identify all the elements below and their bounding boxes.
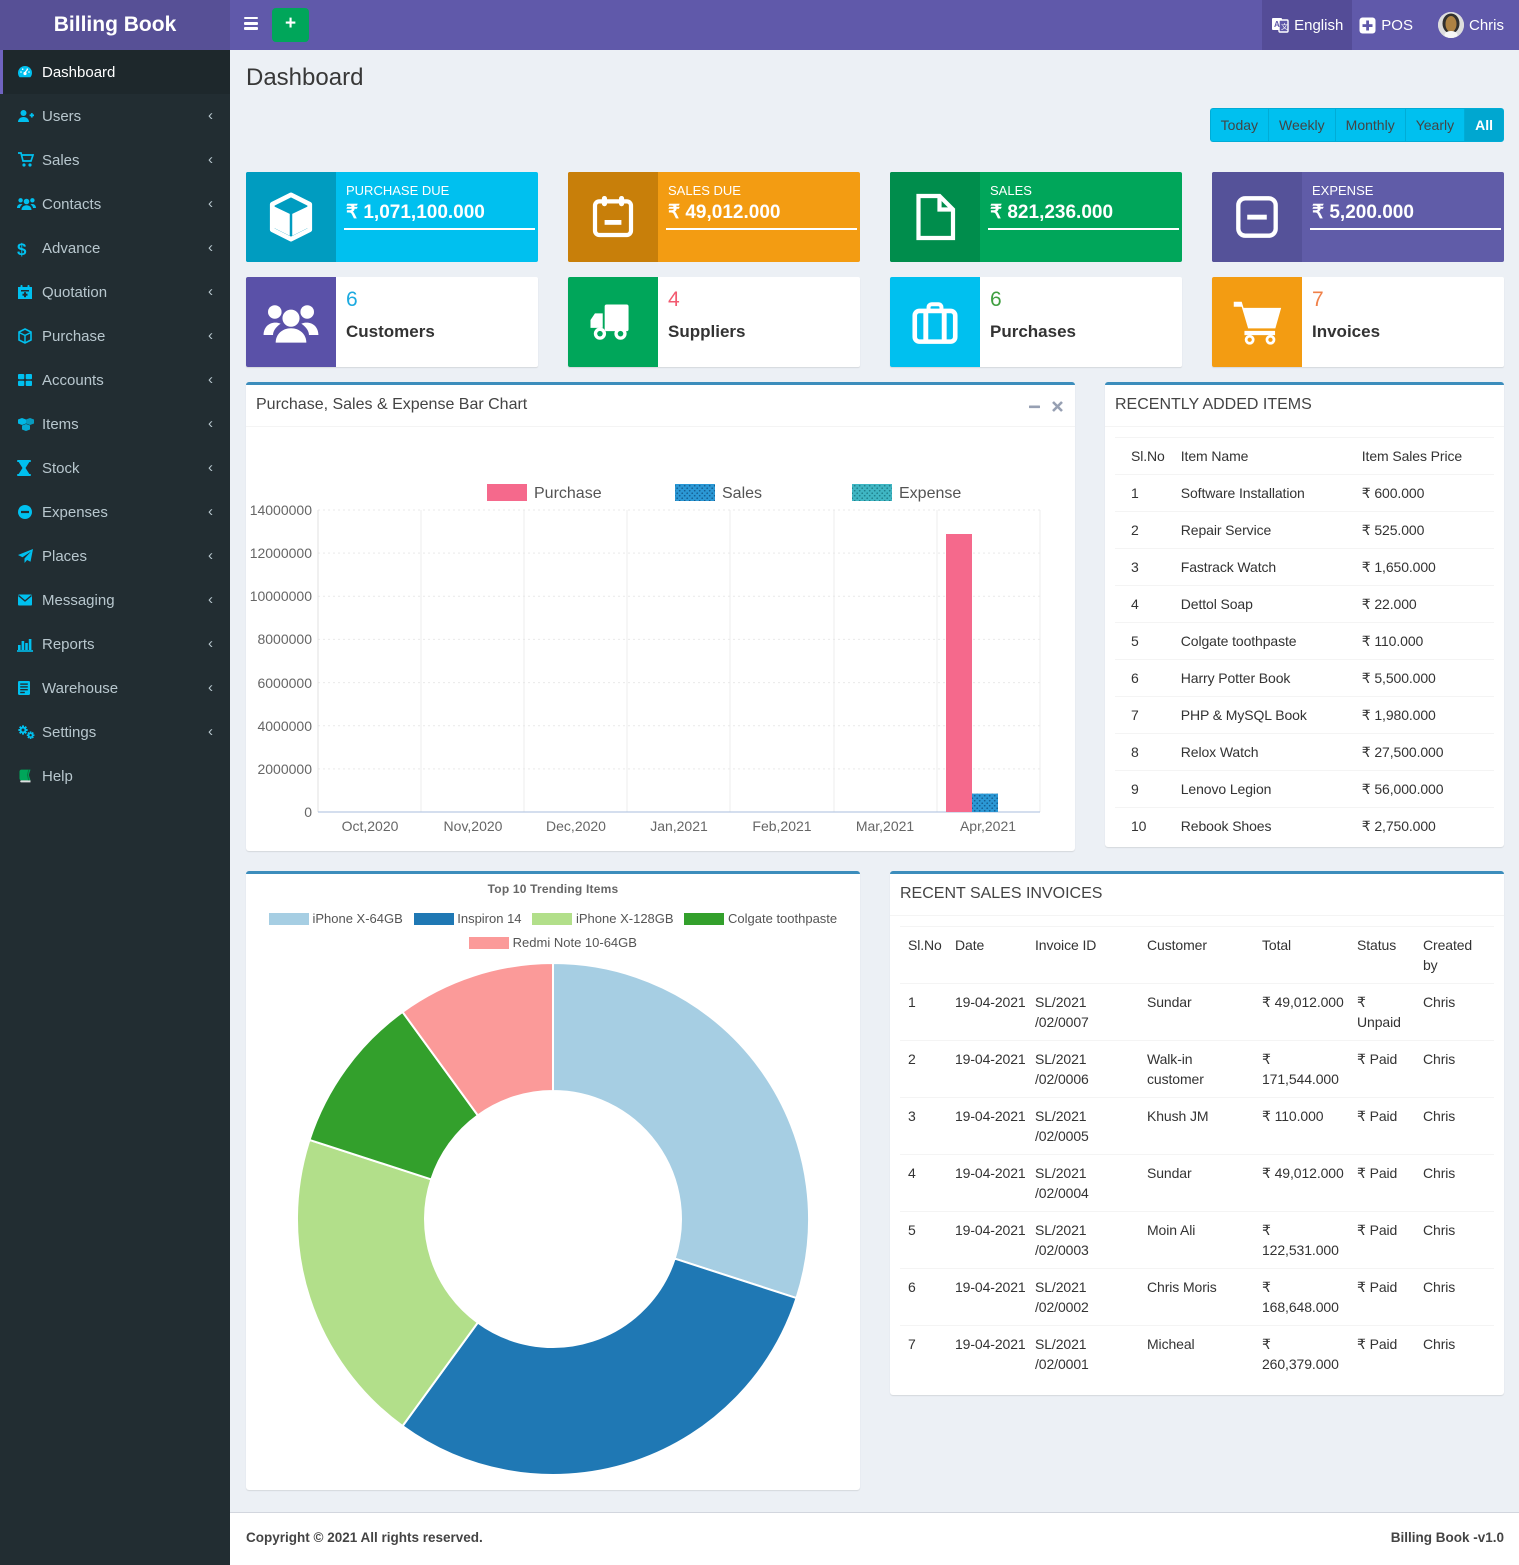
- svg-text:A: A: [1274, 20, 1280, 29]
- svg-text:Mar,2021: Mar,2021: [856, 818, 915, 834]
- svg-text:Sales: Sales: [722, 485, 762, 502]
- svg-text:8000000: 8000000: [257, 631, 312, 647]
- svg-text:4000000: 4000000: [257, 718, 312, 734]
- svg-text:Dec,2020: Dec,2020: [546, 818, 606, 834]
- svg-text:Nov,2020: Nov,2020: [444, 818, 503, 834]
- svg-text:文: 文: [1281, 22, 1288, 31]
- svg-text:10000000: 10000000: [250, 588, 313, 604]
- svg-text:Expense: Expense: [899, 485, 961, 502]
- svg-text:14000000: 14000000: [250, 502, 313, 518]
- svg-text:Apr,2021: Apr,2021: [960, 818, 1016, 834]
- svg-text:Jan,2021: Jan,2021: [650, 818, 708, 834]
- svg-text:Purchase: Purchase: [534, 485, 602, 502]
- svg-text:12000000: 12000000: [250, 545, 313, 561]
- svg-text:2000000: 2000000: [257, 761, 312, 777]
- svg-text:Oct,2020: Oct,2020: [342, 818, 399, 834]
- svg-text:Feb,2021: Feb,2021: [752, 818, 811, 834]
- svg-text:6000000: 6000000: [257, 675, 312, 691]
- svg-text:0: 0: [304, 804, 312, 820]
